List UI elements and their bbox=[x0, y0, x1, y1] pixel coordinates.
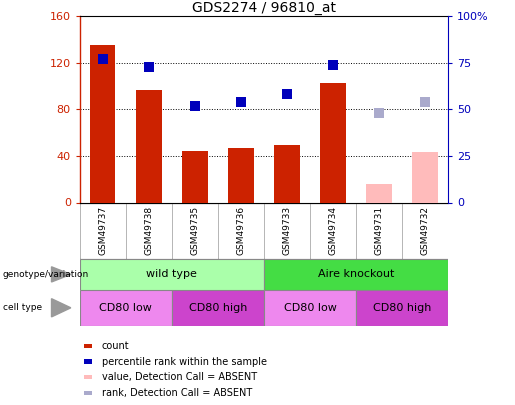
Text: CD80 high: CD80 high bbox=[373, 303, 431, 313]
Bar bbox=[83, 391, 92, 395]
Point bbox=[145, 63, 153, 70]
Text: genotype/variation: genotype/variation bbox=[3, 270, 89, 279]
Point bbox=[99, 56, 107, 62]
Bar bbox=[182, 151, 208, 202]
Bar bbox=[172, 290, 264, 326]
Text: GSM49733: GSM49733 bbox=[282, 206, 291, 256]
Bar bbox=[264, 259, 448, 290]
Text: CD80 low: CD80 low bbox=[99, 303, 152, 313]
Bar bbox=[274, 145, 300, 202]
Bar bbox=[228, 148, 253, 202]
Text: CD80 low: CD80 low bbox=[284, 303, 336, 313]
Text: CD80 high: CD80 high bbox=[188, 303, 247, 313]
Point bbox=[283, 91, 291, 98]
Polygon shape bbox=[52, 267, 71, 282]
Text: rank, Detection Call = ABSENT: rank, Detection Call = ABSENT bbox=[101, 388, 252, 398]
Bar bbox=[413, 152, 438, 202]
Text: GSM49737: GSM49737 bbox=[98, 206, 107, 256]
Bar bbox=[136, 90, 162, 202]
Text: percentile rank within the sample: percentile rank within the sample bbox=[101, 356, 267, 367]
Text: GSM49735: GSM49735 bbox=[191, 206, 199, 256]
Bar bbox=[366, 184, 392, 202]
Title: GDS2274 / 96810_at: GDS2274 / 96810_at bbox=[192, 1, 336, 15]
Text: value, Detection Call = ABSENT: value, Detection Call = ABSENT bbox=[101, 372, 256, 382]
Bar bbox=[356, 290, 448, 326]
Text: GSM49732: GSM49732 bbox=[421, 207, 430, 255]
Text: wild type: wild type bbox=[146, 269, 197, 279]
Bar bbox=[83, 360, 92, 364]
Bar bbox=[320, 83, 346, 202]
Bar bbox=[80, 290, 172, 326]
Point bbox=[421, 99, 429, 105]
Bar bbox=[83, 344, 92, 348]
Text: GSM49736: GSM49736 bbox=[236, 206, 246, 256]
Text: GSM49731: GSM49731 bbox=[374, 206, 384, 256]
Text: cell type: cell type bbox=[3, 303, 42, 312]
Text: GSM49738: GSM49738 bbox=[144, 206, 153, 256]
Point bbox=[191, 102, 199, 109]
Bar bbox=[83, 375, 92, 379]
Text: count: count bbox=[101, 341, 129, 351]
Polygon shape bbox=[52, 299, 71, 317]
Point bbox=[329, 62, 337, 68]
Bar bbox=[264, 290, 356, 326]
Point bbox=[237, 99, 245, 105]
Bar bbox=[80, 259, 264, 290]
Point bbox=[375, 110, 383, 116]
Bar bbox=[90, 45, 115, 202]
Text: GSM49734: GSM49734 bbox=[329, 207, 337, 255]
Text: Aire knockout: Aire knockout bbox=[318, 269, 394, 279]
